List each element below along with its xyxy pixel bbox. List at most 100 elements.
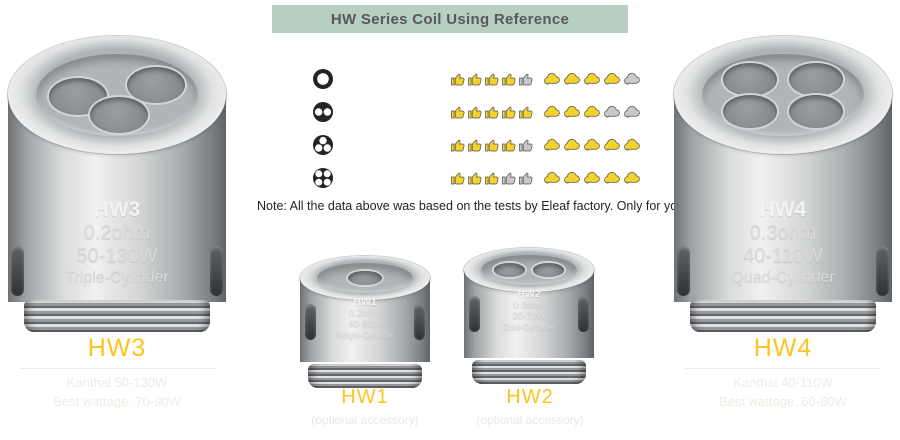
coil-threads [308,364,422,388]
label-divider [19,368,215,369]
coil-top-chamber [36,53,198,137]
thumbs-up-icon [502,172,516,184]
airflow-slot [11,246,24,296]
optional-accessory-note: (optional accessory) [311,413,419,427]
coil-top-chamber [316,262,414,294]
cloud-icon [624,106,640,118]
coil-threads [690,300,876,332]
coil-4-cylinder-icon [313,167,333,188]
coil-name: HW3 [93,198,141,221]
cloud-icon [564,139,580,151]
coil-resistance: 0.3ohm [513,300,545,311]
thumbs-up-icon [485,139,499,151]
coil-type: Dual-Cylinder [503,322,555,332]
cloud-icon [584,73,600,85]
cloud-icon [624,172,640,184]
coil-top-opening [8,36,226,154]
clouds-rating [543,104,642,119]
reference-banner: HW Series Coil Using Reference [272,5,628,33]
cloud-icon [604,172,620,184]
thumbs-up-icon [502,139,516,151]
thumbs-up-icon [519,73,533,85]
note-text: Note: All the data above was based on th… [257,199,749,213]
thumbs-up-icon [451,139,465,151]
airflow-slot [578,296,589,332]
thumbs-rating [450,137,534,153]
cylinder-hole [789,62,843,96]
cloud-icon [584,139,600,151]
cloud-icon [544,139,560,151]
cloud-icon [544,106,560,118]
coil-resistance: 0.2ohm [83,222,151,244]
coil-wattage: 50-130W [76,245,158,267]
coil-wattage: 30-70W [512,311,546,322]
coil-wattage: 40-110W [743,245,823,267]
thumbs-up-icon [468,106,482,118]
product-label-block-hw2: HW2 (optional accessory) [464,386,596,427]
thumbs-up-icon [485,106,499,118]
coil-2-cylinder-icon [313,101,333,122]
thumbs-rating [450,71,534,87]
coil-photo-hw3: HW3 0.2ohm 50-130W Triple-Cylinder [8,36,226,332]
coil-photo-hw1: HW1 0.2ohm 40-80W Single-Cylinder [300,256,430,388]
cloud-icon [564,73,580,85]
thumbs-up-icon [468,73,482,85]
coil-name: HW4 [759,198,807,221]
thumbs-up-icon [451,106,465,118]
coil-top-chamber [480,254,578,286]
reference-table [312,62,642,194]
thumbs-up-icon [519,172,533,184]
coil-icon-cell [312,68,334,90]
thumbs-up-icon [519,139,533,151]
cloud-icon [624,139,640,151]
reference-row-triple-cylinder [312,128,642,161]
thumbs-rating [450,170,534,186]
airflow-slot [210,246,223,296]
product-label: HW1 [341,386,389,408]
cloud-icon [604,139,620,151]
thumbs-rating [450,104,534,120]
product-label: HW2 [506,386,554,408]
airflow-slot [677,246,690,296]
cylinder-hole [126,66,185,104]
coil-resistance: 0.3ohm [749,222,817,244]
cloud-icon [584,172,600,184]
coil-3-cylinder-icon [313,134,333,155]
thumbs-up-icon [451,172,465,184]
coil-icon-cell [312,134,334,156]
spec-best-wattage: Best wattage: 70-90W [53,393,181,409]
cloud-icon [604,106,620,118]
coil-photo-hw2: HW2 0.3ohm 30-70W Dual-Cylinder [464,248,594,384]
cloud-icon [584,106,600,118]
spec-material-wattage: Kanthal 50-130W [66,375,168,390]
coil-threads [24,300,210,332]
coil-top-opening [674,36,892,154]
coil-1-cylinder-icon [313,68,333,89]
cylinder-hole [723,94,777,129]
thumbs-up-icon [519,106,533,118]
label-divider [685,368,881,369]
coil-top-opening [464,248,594,292]
airflow-slot [305,304,316,340]
coil-name: HW2 [517,288,541,300]
product-label: HW4 [753,334,813,362]
reference-row-single-cylinder [312,62,642,95]
thumbs-up-icon [485,172,499,184]
optional-accessory-note: (optional accessory) [476,413,584,427]
banner-title: HW Series Coil Using Reference [330,10,570,28]
coil-engraving: HW1 0.2ohm 40-80W Single-Cylinder [300,296,430,340]
coil-engraving: HW2 0.3ohm 30-70W Dual-Cylinder [464,288,594,332]
coil-wattage: 40-80W [348,319,382,330]
airflow-slot [469,296,480,332]
cylinder-hole [789,94,843,129]
thumbs-up-icon [468,139,482,151]
clouds-rating [543,137,642,152]
coil-icon-cell [312,167,334,189]
cylinder-hole [347,270,383,286]
cloud-icon [544,172,560,184]
reference-row-dual-cylinder [312,95,642,128]
coil-threads [472,360,586,384]
thumbs-up-icon [451,73,465,85]
cylinder-hole [723,62,777,96]
